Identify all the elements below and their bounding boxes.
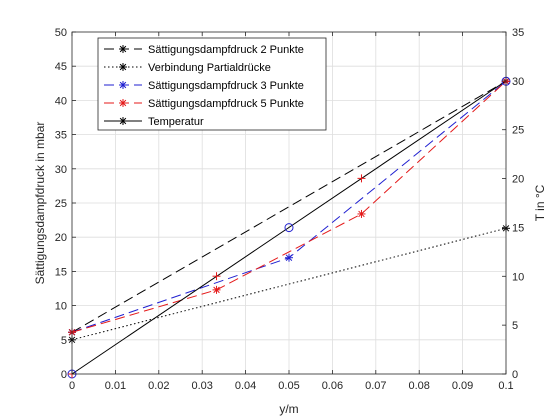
y-left-tick-label: 15 — [55, 266, 67, 278]
legend-entry-3: Sättigungsdampfdruck 5 Punkte — [148, 98, 304, 110]
y-left-tick-label: 45 — [55, 61, 67, 73]
y-right-tick-label: 0 — [512, 369, 518, 381]
series-3-point — [212, 285, 221, 294]
x-tick-label: 0.1 — [498, 380, 513, 392]
x-tick-label: 0.03 — [191, 380, 212, 392]
y-right-tick-label: 35 — [512, 27, 524, 39]
y-left-tick-label: 50 — [55, 27, 67, 39]
y-right-tick-label: 25 — [512, 125, 524, 137]
legend-marker-1 — [119, 63, 127, 71]
x-tick-label: 0 — [69, 380, 75, 392]
series-line-0 — [71, 80, 507, 333]
series-line-3 — [71, 80, 507, 333]
x-tick-label: 0.01 — [105, 380, 126, 392]
y-left-axis-ticks: 0 5 10 15 20 25 30 35 40 45 50 — [55, 27, 76, 381]
y-left-tick-label: 10 — [55, 301, 67, 313]
y-right-axis-ticks: 0 5 10 15 20 25 30 35 — [502, 27, 524, 381]
y-left-tick-label: 5 — [61, 335, 67, 347]
y-left-tick-label: 0 — [61, 369, 67, 381]
y-left-tick-label: 25 — [55, 198, 67, 210]
y-left-tick-label: 30 — [55, 164, 67, 176]
legend-marker-3 — [119, 99, 127, 107]
annotation-plus-marker — [357, 174, 366, 183]
legend-box — [97, 37, 327, 131]
legend-entry-0: Sättigungsdampfdruck 2 Punkte — [148, 44, 304, 56]
y-right-tick-label: 5 — [512, 320, 518, 332]
legend-entry-1: Verbindung Partialdrücke — [148, 62, 271, 74]
x-tick-label: 0.04 — [235, 380, 256, 392]
series-line-1 — [71, 227, 507, 341]
y-right-tick-label: 30 — [512, 76, 524, 88]
annotation-plus-marker — [212, 272, 221, 281]
y-right-tick-label: 15 — [512, 222, 524, 234]
x-tick-label: 0.09 — [452, 380, 473, 392]
y-left-tick-label: 20 — [55, 232, 67, 244]
legend-entry-2: Sättigungsdampfdruck 3 Punkte — [148, 80, 304, 92]
y-left-tick-label: 40 — [55, 95, 67, 107]
y-right-tick-label: 20 — [512, 174, 524, 186]
legend-marker-0 — [119, 45, 127, 53]
legend-entry-4: Temperatur — [148, 116, 204, 128]
series-line-4 — [71, 80, 507, 375]
x-tick-label: 0.02 — [148, 380, 169, 392]
y-right-axis-label: T in °C — [533, 184, 547, 221]
y-left-axis-label: Sättigungsdampfdruck in mbar — [33, 122, 47, 285]
x-axis-ticks: 0 0.01 0.02 0.03 0.04 0.05 0.06 0.07 0.08 0.09 0.1 — [69, 32, 514, 392]
legend-marker-2 — [119, 81, 127, 89]
annotation-circle-marker — [284, 223, 294, 233]
series-2-point — [285, 253, 293, 262]
legend-marker-4 — [119, 117, 127, 125]
legend: Sättigungsdampfdruck 2 Punkte Verbindung … — [97, 37, 327, 131]
y-right-tick-label: 10 — [512, 271, 524, 283]
y-left-tick-label: 35 — [55, 130, 67, 142]
x-tick-label: 0.08 — [408, 380, 429, 392]
x-tick-label: 0.07 — [365, 380, 386, 392]
series-3-point — [357, 209, 366, 218]
x-tick-label: 0.06 — [322, 380, 343, 392]
x-axis-label: y/m — [279, 402, 298, 416]
x-tick-label: 0.05 — [278, 380, 299, 392]
